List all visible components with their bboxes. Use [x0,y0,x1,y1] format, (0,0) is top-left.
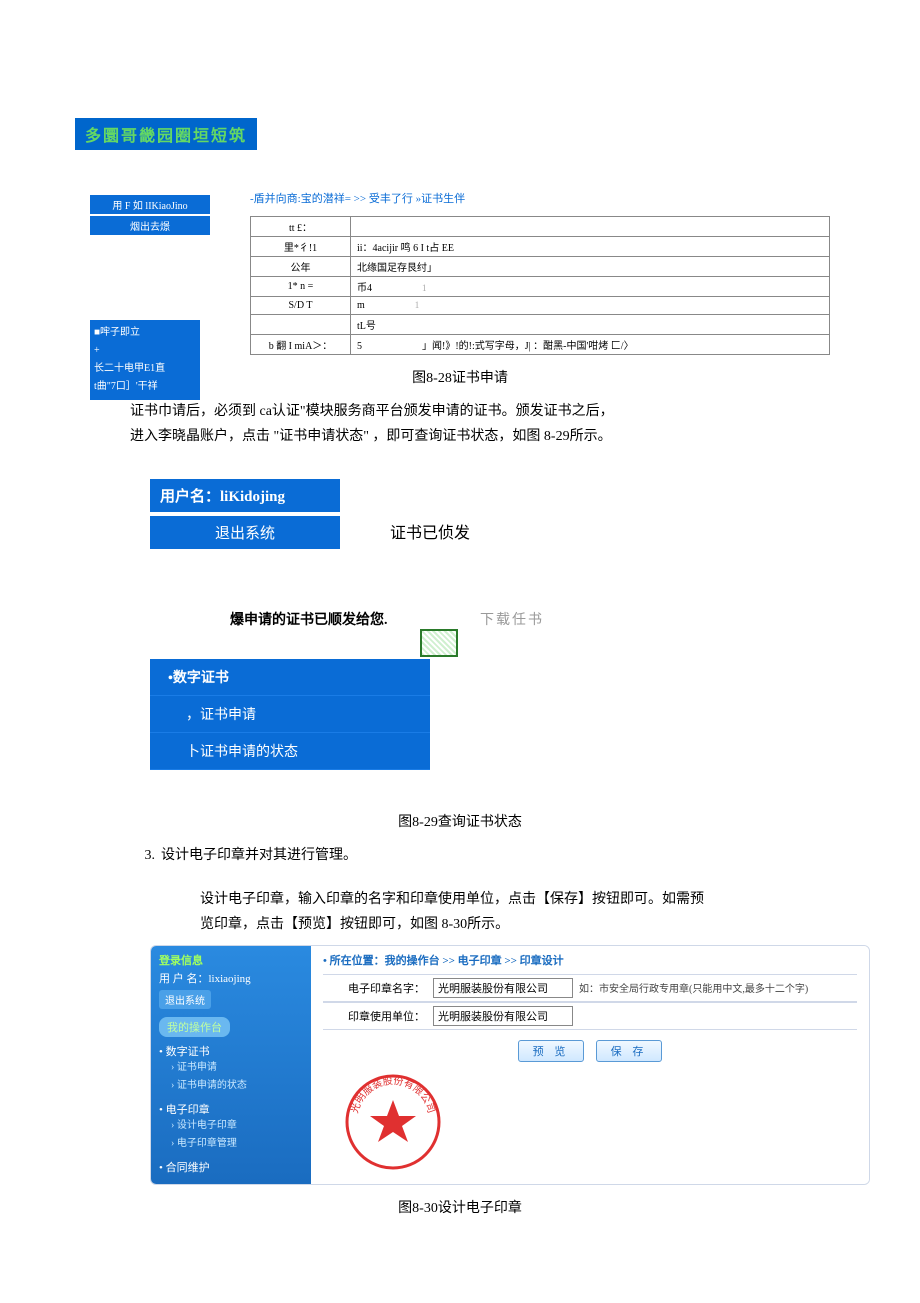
username-label: 用 户 名：lixiaojing [159,970,303,986]
form-row-seal-name: 电子印章名字： 光明服装股份有限公司 如：市安全局行政专用章(只能用中文,最多十… [323,974,857,1002]
menu-item-cert-status[interactable]: 卜证书申请的状态 [150,733,430,770]
fig28-sidebar-bottom: ■哰子即立 + 长二十电甲E1直 t曲"7口］'干祥 [90,320,200,400]
cert-menu: •数字证书 ，证书申请 卜证书申请的状态 [150,659,430,770]
logout-button[interactable]: 退出系统 [159,990,211,1009]
menu-header: •数字证书 [150,659,430,696]
sidebar-item-manage-seal[interactable]: › 电子印章管理 [171,1135,303,1153]
sidebar-group-seal[interactable]: • 电子印章 [159,1101,303,1117]
sidebar-item-design-seal[interactable]: › 设计电子印章 [171,1117,303,1135]
figure-caption: 图8-29查询证书状态 [0,811,920,831]
form-label: 1* n = [251,277,351,297]
logout-button[interactable]: 烟出去燝 [90,216,210,235]
username-label: 用户名：liKidojing [150,479,340,512]
form-value[interactable]: tL号 [351,315,830,335]
fig28-sidebar-top: 用 F 如 lIKiaoJino 烟出去燝 [90,195,210,235]
figure-8-28: -盾并向商:宝的潜祥= >> 受丰了行 »证书生伴 用 F 如 lIKiaoJi… [0,190,920,355]
sidebar-group-cert[interactable]: • 数字证书 [159,1043,303,1059]
form-value[interactable]: m1 [351,297,830,315]
logout-button[interactable]: 退出系统 [150,516,340,549]
figure-caption: 图8-30设计电子印章 [0,1197,920,1217]
sidebar-item[interactable]: ■哰子即立 [94,324,196,342]
sidebar-item[interactable]: + [94,342,196,360]
seal-unit-input[interactable]: 光明服装股份有限公司 [433,1006,573,1026]
form-label: S/D T [251,297,351,315]
cert-apply-form-table: tt £： 里*彳!1ii：4acijir 鸣 6 I t占 EE 公年北缘国足… [250,216,830,355]
sidebar-item-cert-apply[interactable]: › 证书申请 [171,1059,303,1077]
cert-issued-message: 爆申请的证书已顺发给您. [230,609,388,629]
form-label: b 翻 I miA＞： [251,335,351,355]
username-label: 用 F 如 lIKiaoJino [90,195,210,214]
form-label: 里*彳!1 [251,237,351,257]
form-row-seal-unit: 印章使用单位： 光明服装股份有限公司 [323,1002,857,1030]
form-value[interactable]: ii：4acijir 鸣 6 I t占 EE [351,237,830,257]
save-button[interactable]: 保 存 [596,1040,663,1062]
figure-8-30: 登录信息 用 户 名：lixiaojing 退出系统 我的操作台 • 数字证书 … [150,945,870,1185]
page-header-badge: 多圜哥畿园圈垣短筑 [75,118,257,150]
sidebar-login-header: 登录信息 [159,952,303,968]
sidebar-item-cert-status[interactable]: › 证书申请的状态 [171,1077,303,1095]
cert-status-text: 证书已侦发 [390,519,470,543]
breadcrumb: • 所在位置：我的操作台 >> 电子印章 >> 印章设计 [323,952,857,968]
form-value[interactable]: 币41 [351,277,830,297]
sidebar-group-contract[interactable]: • 合同维护 [159,1159,303,1175]
form-value[interactable]: 北缘国足存艮纣」 [351,257,830,277]
sidebar-item[interactable]: 长二十电甲E1直 [94,360,196,378]
form-label: tt £： [251,217,351,237]
figure-8-29: 用户名：liKidojing 退出系统 证书已侦发 爆申请的证书已顺发给您. 下… [0,479,920,799]
form-label: 印章使用单位： [323,1008,433,1024]
form-value[interactable]: 5」闻!》!的!:式写字母，J| ：酣黑-中国'咁烤 匚/〉 [351,335,830,355]
cert-stamp-icon [420,629,458,657]
fig30-main: • 所在位置：我的操作台 >> 电子印章 >> 印章设计 电子印章名字： 光明服… [311,946,869,1184]
menu-item-cert-apply[interactable]: ，证书申请 [150,696,430,733]
body-paragraph: 证书巾请后，必须到 ca认证"模块服务商平台颁发申请的证书。颁发证书之后， 进入… [130,399,830,449]
breadcrumb: -盾并向商:宝的潜祥= >> 受丰了行 »证书生伴 [250,190,840,206]
form-hint: 如：市安全局行政专用章(只能用中文,最多十二个字) [579,980,808,995]
form-label: 电子印章名字： [323,980,433,996]
form-label: 公年 [251,257,351,277]
download-cert-link[interactable]: 下载任书 [480,609,544,629]
body-paragraph: 设计电子印章，输入印章的名字和印章使用单位，点击【保存】按钮即可。如需预 览印章… [200,887,830,937]
seal-name-input[interactable]: 光明服装股份有限公司 [433,978,573,998]
fig30-sidebar: 登录信息 用 户 名：lixiaojing 退出系统 我的操作台 • 数字证书 … [151,946,311,1184]
step-heading: 3.设计电子印章并对其进行管理。 [125,843,830,868]
form-value[interactable] [351,217,830,237]
preview-button[interactable]: 预 览 [518,1040,585,1062]
sidebar-ops-header: 我的操作台 [159,1017,230,1037]
sidebar-item[interactable]: t曲"7口］'干祥 [94,378,196,396]
seal-preview-icon: 光明服装股份有限公司 [343,1072,443,1172]
form-label [251,315,351,335]
